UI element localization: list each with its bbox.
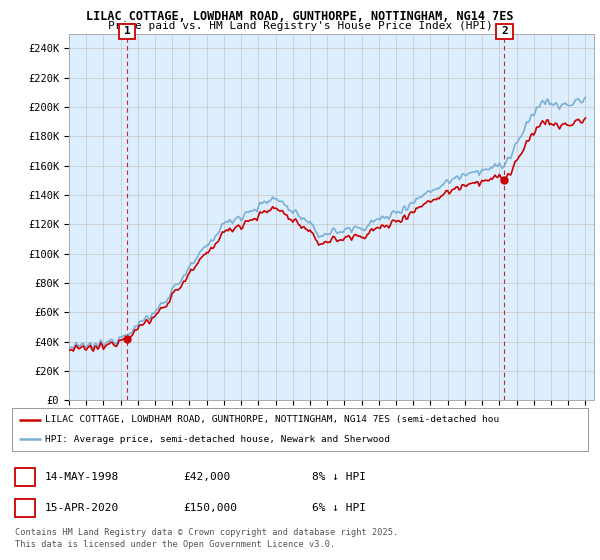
Text: LILAC COTTAGE, LOWDHAM ROAD, GUNTHORPE, NOTTINGHAM, NG14 7ES: LILAC COTTAGE, LOWDHAM ROAD, GUNTHORPE, … bbox=[86, 10, 514, 23]
Text: 8% ↓ HPI: 8% ↓ HPI bbox=[312, 472, 366, 482]
Text: £150,000: £150,000 bbox=[183, 503, 237, 513]
Text: 2: 2 bbox=[501, 26, 508, 36]
Text: 1: 1 bbox=[22, 472, 28, 482]
Text: £42,000: £42,000 bbox=[183, 472, 230, 482]
Text: 2: 2 bbox=[22, 503, 28, 513]
Text: 1: 1 bbox=[124, 26, 130, 36]
Text: LILAC COTTAGE, LOWDHAM ROAD, GUNTHORPE, NOTTINGHAM, NG14 7ES (semi-detached hou: LILAC COTTAGE, LOWDHAM ROAD, GUNTHORPE, … bbox=[46, 415, 500, 424]
Text: 15-APR-2020: 15-APR-2020 bbox=[45, 503, 119, 513]
Text: 6% ↓ HPI: 6% ↓ HPI bbox=[312, 503, 366, 513]
Text: 14-MAY-1998: 14-MAY-1998 bbox=[45, 472, 119, 482]
Text: HPI: Average price, semi-detached house, Newark and Sherwood: HPI: Average price, semi-detached house,… bbox=[46, 435, 391, 444]
Text: Price paid vs. HM Land Registry's House Price Index (HPI): Price paid vs. HM Land Registry's House … bbox=[107, 21, 493, 31]
Text: Contains HM Land Registry data © Crown copyright and database right 2025.
This d: Contains HM Land Registry data © Crown c… bbox=[15, 528, 398, 549]
